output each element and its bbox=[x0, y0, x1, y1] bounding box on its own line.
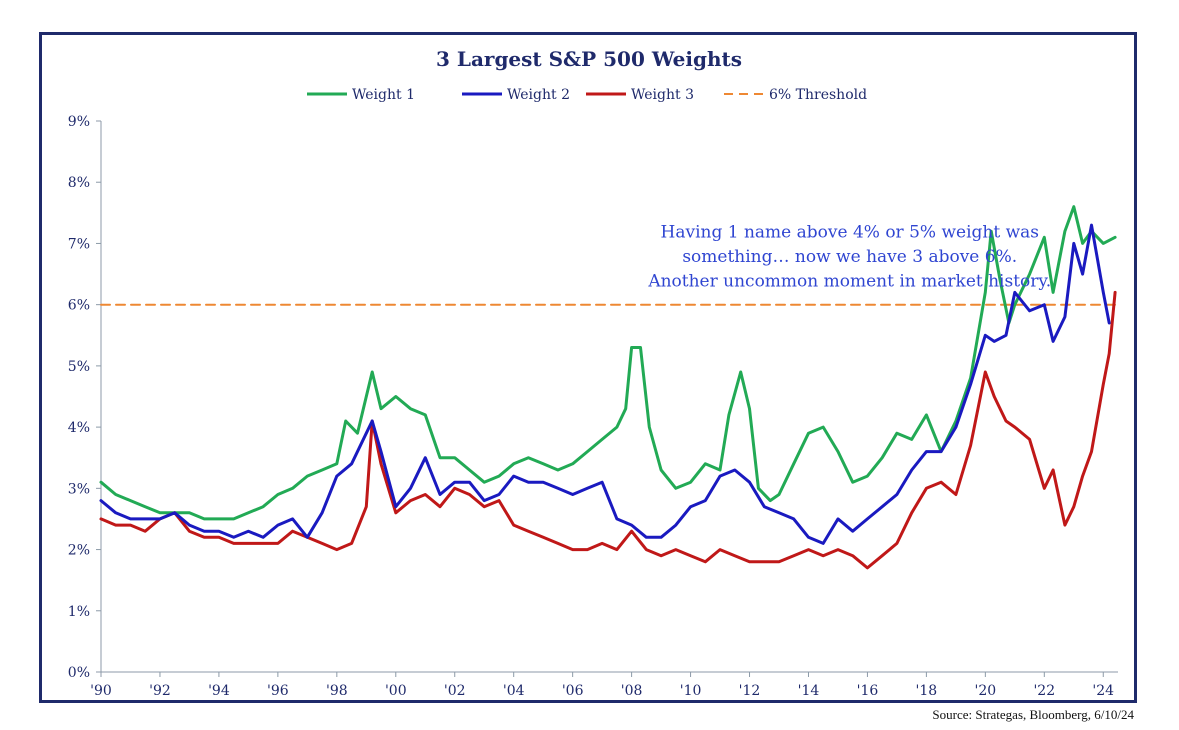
legend-label: Weight 3 bbox=[631, 87, 694, 103]
axes: 0% 1% 2% 3% 4% 5% 6% 7% 8% 9% '90 '92 '94 '96 '98 '00 '0… bbox=[68, 114, 1118, 699]
annotation-text: something… now we have 3 above 6%. bbox=[682, 247, 1017, 267]
x-tick-label: '12 bbox=[739, 683, 761, 699]
legend-item: Weight 1 bbox=[307, 87, 415, 103]
chart-title: 3 Largest S&P 500 Weights bbox=[436, 47, 742, 71]
y-tick-label: 5% bbox=[68, 359, 90, 375]
x-tick-label: '96 bbox=[267, 683, 289, 699]
y-tick-label: 2% bbox=[68, 543, 90, 559]
x-tick-label: '98 bbox=[326, 683, 348, 699]
x-tick-label: '06 bbox=[562, 683, 584, 699]
series-line-weight-2 bbox=[99, 223, 1111, 545]
annotation-layer: Having 1 name above 4% or 5% weight was s… bbox=[647, 222, 1051, 291]
x-tick-label: '00 bbox=[385, 683, 407, 699]
legend-item: Weight 3 bbox=[586, 87, 694, 103]
x-tick-label: '18 bbox=[916, 683, 938, 699]
y-tick-label: 3% bbox=[68, 481, 90, 497]
annotation-text: Having 1 name above 4% or 5% weight was bbox=[661, 222, 1039, 242]
x-tick-label: '08 bbox=[621, 683, 643, 699]
chart-frame bbox=[39, 32, 1137, 703]
y-tick-label: 8% bbox=[68, 175, 90, 191]
x-tick-label: '92 bbox=[149, 683, 171, 699]
x-tick-label: '02 bbox=[444, 683, 466, 699]
y-tick-label: 6% bbox=[68, 298, 90, 314]
x-tick-label: '22 bbox=[1033, 683, 1055, 699]
x-tick-label: '10 bbox=[680, 683, 702, 699]
legend-item: Weight 2 bbox=[462, 87, 570, 103]
y-tick-label: 4% bbox=[68, 420, 90, 436]
y-tick-label: 1% bbox=[68, 604, 90, 620]
annotation-text: Another uncommon moment in market histor… bbox=[647, 271, 1051, 291]
y-tick-label: 9% bbox=[68, 114, 90, 130]
x-tick-label: '20 bbox=[975, 683, 997, 699]
x-tick-label: '94 bbox=[208, 683, 230, 699]
series-layer bbox=[99, 205, 1117, 570]
x-tick-label: '14 bbox=[798, 683, 820, 699]
legend-label: 6% Threshold bbox=[769, 87, 867, 103]
x-tick-label: '24 bbox=[1092, 683, 1114, 699]
x-tick-label: '04 bbox=[503, 683, 525, 699]
legend-label: Weight 1 bbox=[352, 87, 415, 103]
series-line-weight-1 bbox=[99, 205, 1117, 521]
legend-label: Weight 2 bbox=[507, 87, 570, 103]
legend: Weight 1 Weight 2 Weight 3 6% Threshold bbox=[307, 87, 867, 103]
x-tick-label: '16 bbox=[857, 683, 879, 699]
legend-item: 6% Threshold bbox=[724, 87, 867, 103]
y-tick-label: 0% bbox=[68, 665, 90, 681]
source-note: Source: Strategas, Bloomberg, 6/10/24 bbox=[932, 707, 1134, 722]
x-tick-label: '90 bbox=[90, 683, 112, 699]
series-line-weight-3 bbox=[99, 290, 1117, 570]
y-tick-label: 7% bbox=[68, 236, 90, 252]
